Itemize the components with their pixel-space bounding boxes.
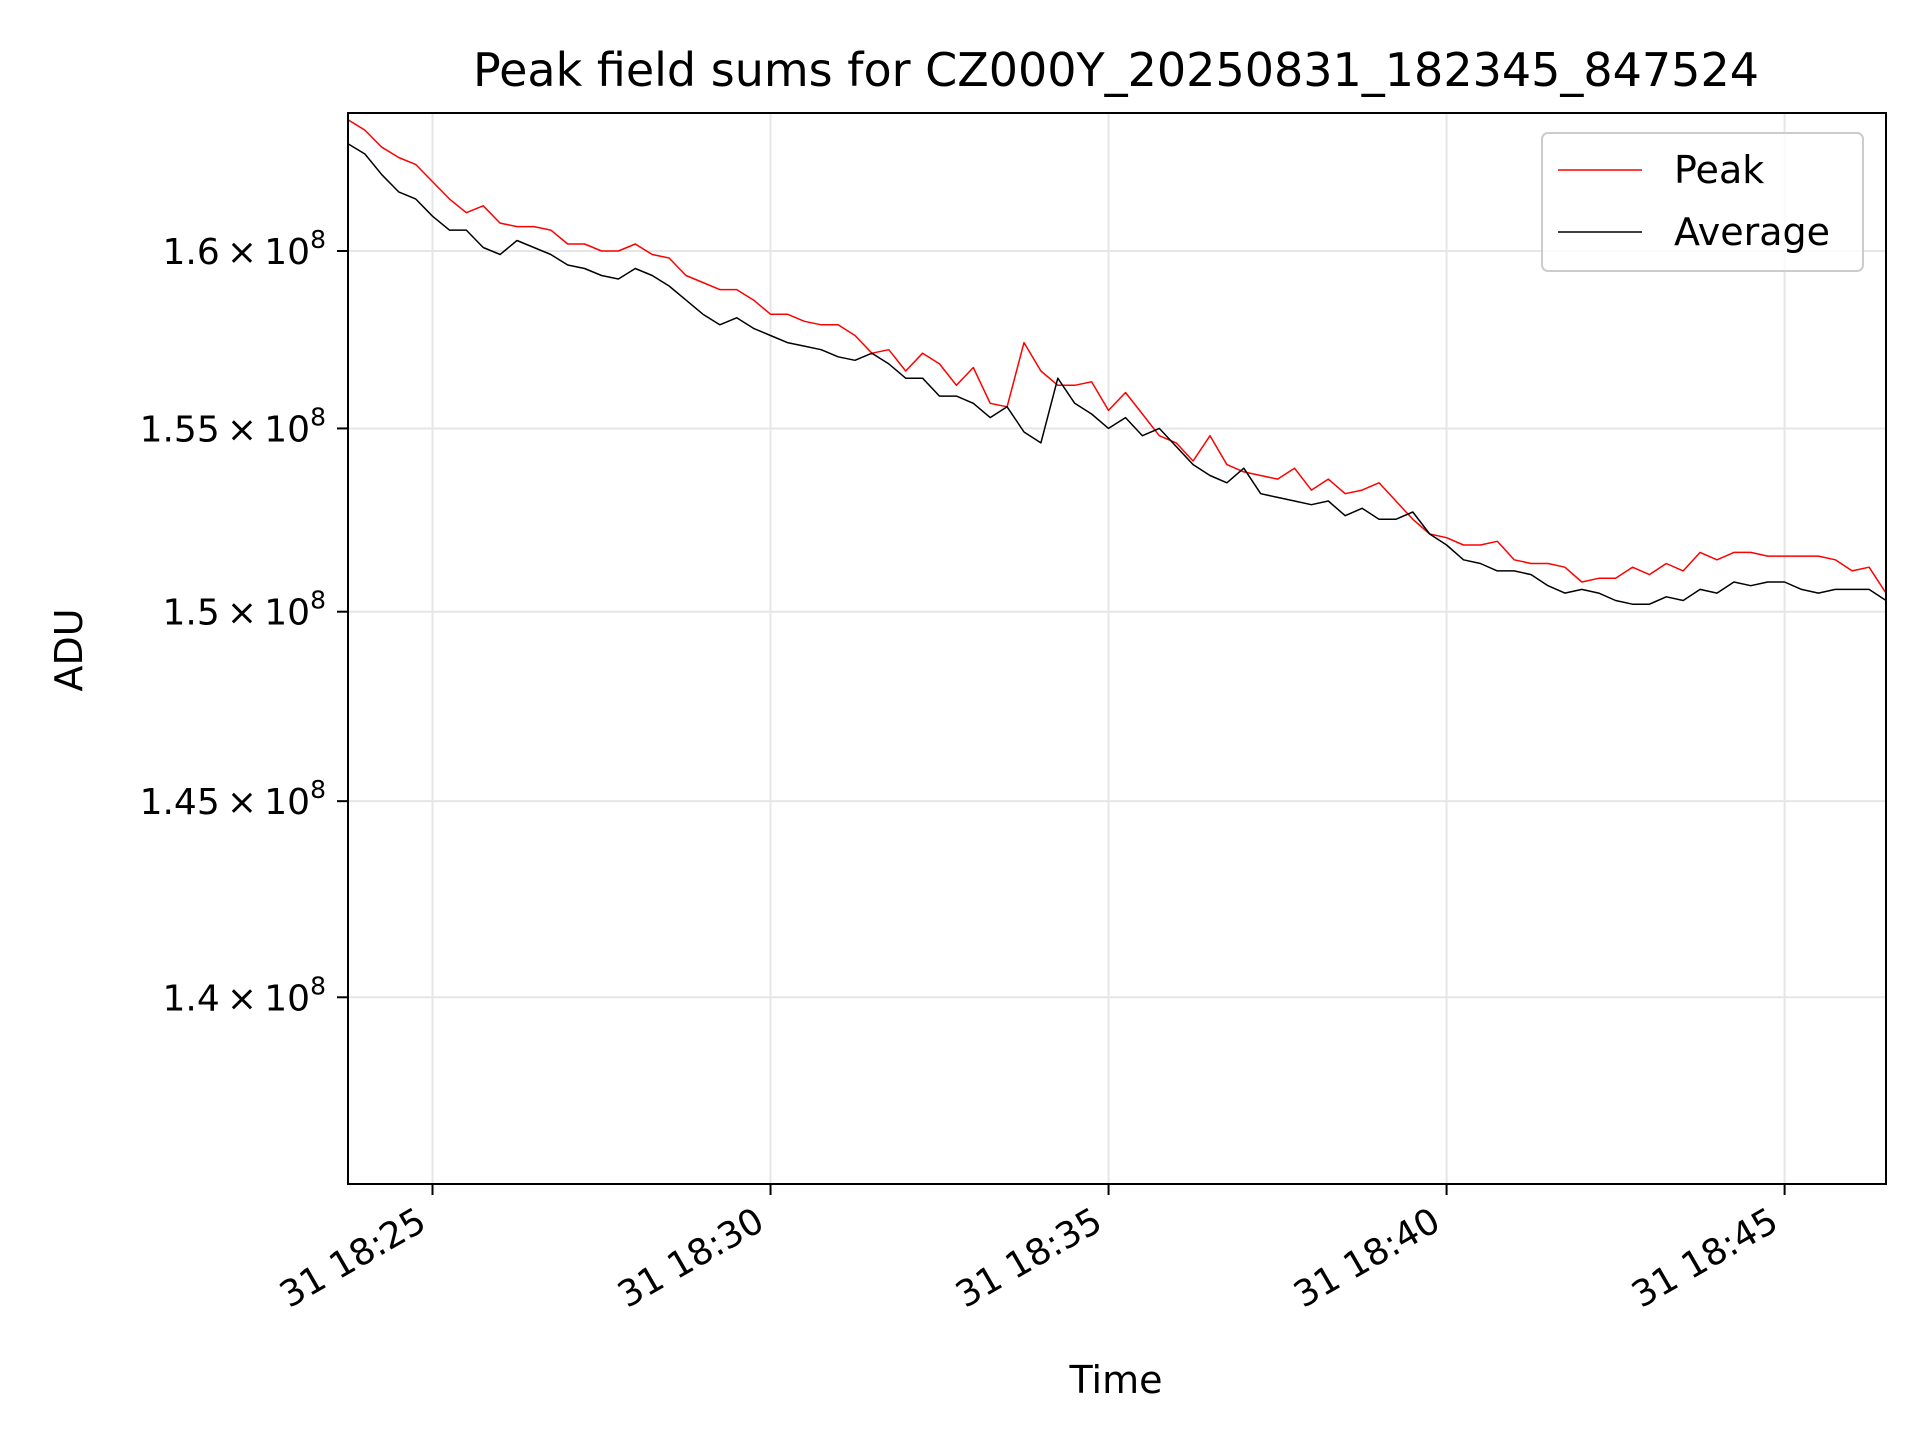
legend-label-peak: Peak <box>1674 148 1764 192</box>
y-axis-label: ADU <box>47 608 91 691</box>
y-tick-mantissa: 1.55 <box>140 409 220 450</box>
series-line-average <box>348 143 1886 605</box>
legend-label-average: Average <box>1674 210 1830 254</box>
y-tick-mantissa: 1.45 <box>140 782 220 823</box>
y-tick-exponent: 8 <box>310 971 326 1000</box>
y-tick-label: 1.55 × 108 <box>140 402 326 450</box>
series-layer <box>348 119 1886 605</box>
chart-title: Peak field sums for CZ000Y_20250831_1823… <box>473 43 1759 97</box>
y-tick-exponent: 8 <box>310 775 326 804</box>
legend: Peak Average <box>1541 132 1864 272</box>
y-tick-exponent: 8 <box>310 402 326 431</box>
plot-frame <box>347 112 1887 1185</box>
legend-box <box>1541 132 1864 272</box>
y-tick-label: 1.45 × 108 <box>140 775 326 823</box>
x-axis-label: Time <box>1069 1358 1163 1402</box>
y-tick-mantissa: 1.6 <box>162 232 219 273</box>
y-tick-label: 1.5 × 108 <box>162 586 326 634</box>
y-tick-exponent: 8 <box>310 225 326 254</box>
y-tick-label: 1.4 × 108 <box>162 971 326 1019</box>
y-tick-mantissa: 1.4 <box>162 978 219 1019</box>
y-tick-mantissa: 1.5 <box>162 593 219 634</box>
y-tick-exponent: 8 <box>310 586 326 615</box>
y-tick-label: 1.6 × 108 <box>162 225 326 273</box>
